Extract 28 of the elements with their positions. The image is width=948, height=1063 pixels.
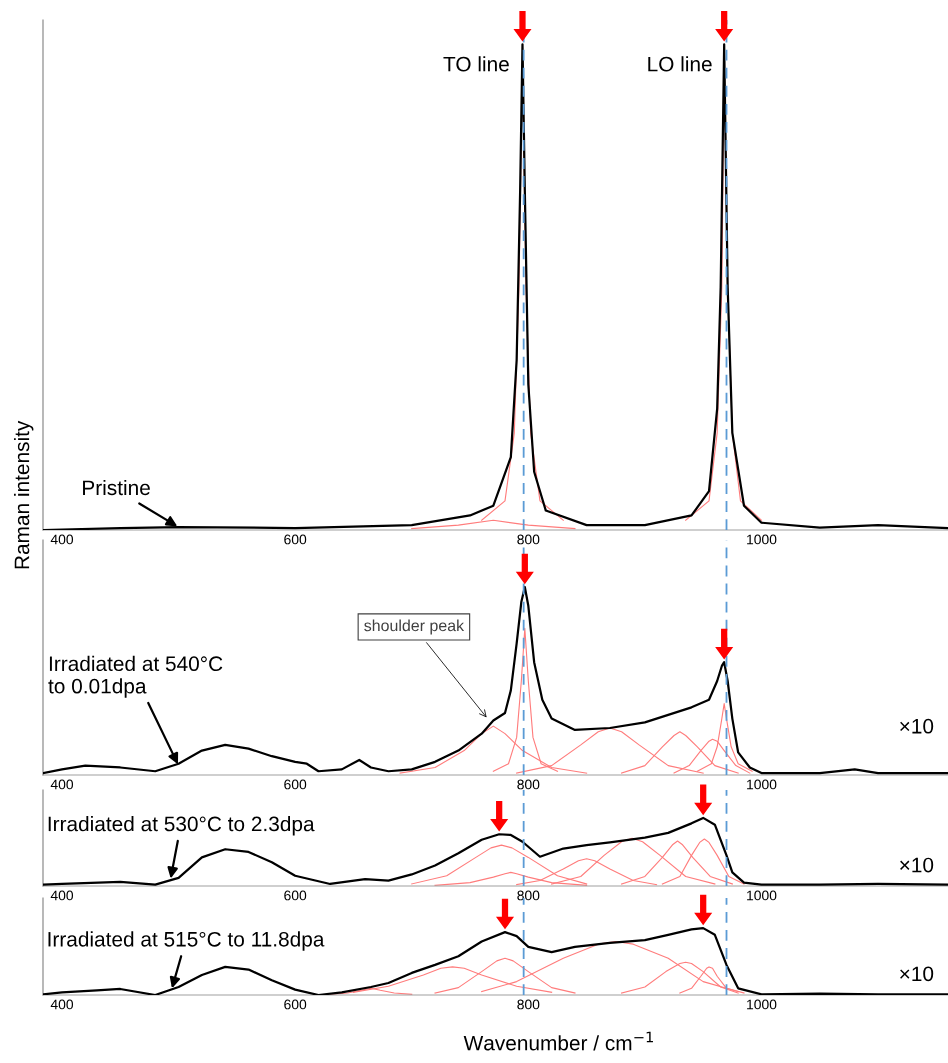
y-axis-title: Raman intensity [13, 420, 34, 569]
x-tick-label: 600 [284, 779, 307, 790]
x-tick-label: 1000 [747, 779, 777, 790]
x-tick-label: 800 [517, 890, 540, 901]
annotation: Pristine [83, 479, 150, 496]
ref-line-label: TO line [443, 56, 509, 72]
x-tick-label: 1000 [747, 534, 777, 545]
annotation: shoulder peak [364, 619, 465, 635]
x-tick-label: 800 [517, 999, 540, 1010]
x-tick-label: 400 [50, 999, 74, 1010]
annotation: Irradiated at 515°C to 11.8dpa [48, 931, 325, 951]
x-tick-label: 600 [284, 534, 307, 545]
x-tick-label: 800 [517, 779, 540, 790]
x-axis-title: Wavenumber / cm$^{−1}$ [463, 1031, 653, 1051]
annotation: ×10 [900, 718, 934, 734]
ref-line-label: LO line [648, 56, 712, 72]
x-tick-label: 400 [50, 534, 74, 545]
x-tick-label: 400 [50, 779, 74, 790]
x-tick-label: 1000 [747, 999, 777, 1010]
x-tick-label: 600 [284, 999, 307, 1010]
annotation: ×10 [900, 966, 934, 982]
x-tick-label: 1000 [747, 890, 777, 901]
annotation: Irradiated at 530°C to 2.3dpa [48, 816, 315, 836]
annotation: ×10 [900, 857, 934, 873]
x-tick-label: 600 [284, 890, 307, 901]
x-tick-label: 800 [517, 534, 540, 545]
annotation: Irradiated at 540°C to 0.01dpa [48, 655, 223, 698]
x-tick-label: 400 [50, 890, 74, 901]
